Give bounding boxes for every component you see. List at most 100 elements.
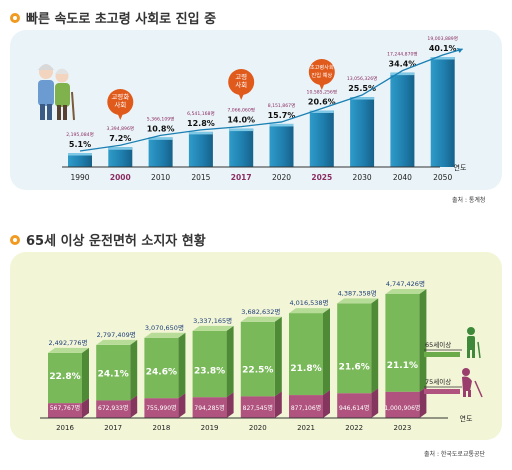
population-label-2030: 13,056,326명: [347, 75, 378, 82]
percent-label-2023: 21.1%: [387, 361, 418, 371]
total-label-2021: 4,016,538명: [289, 298, 328, 307]
bullet-ring-icon: [10, 12, 20, 23]
callout-bubble-2025: [308, 59, 335, 85]
x-tick-2018: 2018: [152, 424, 170, 432]
bar-2010: [148, 137, 173, 167]
bar-65-2018: [144, 337, 179, 399]
bar-top-2021: [289, 308, 330, 314]
x-tick-2030: 2030: [353, 173, 372, 182]
bar-top-1990: [68, 153, 92, 156]
elderly-couple-icon: [38, 64, 75, 121]
total-label-2020: 3,682,632명: [241, 307, 280, 316]
total-label-2018: 3,070,650명: [145, 323, 184, 332]
label-75-2022: 946,614명: [339, 404, 369, 412]
bar-65-2017: [96, 344, 131, 401]
population-label-1990: 2,195,084명: [66, 131, 94, 138]
population-label-2015: 6,541,168명: [187, 110, 215, 117]
x-tick-2019: 2019: [201, 424, 219, 432]
x-tick-2021: 2021: [297, 424, 315, 432]
trend-arrow-icon: [456, 48, 463, 53]
bar-top-2016: [48, 347, 89, 353]
bar-75-2018: [144, 398, 179, 418]
bar-top-2022: [337, 298, 379, 304]
total-label-2017: 2,797,409명: [97, 330, 136, 339]
value-label-2030: 25.5%: [348, 84, 376, 93]
bar-2030: [350, 97, 375, 167]
bar-2025: [309, 110, 334, 167]
total-label-2022: 4,387,358명: [338, 288, 377, 297]
x-tick-2016: 2016: [56, 424, 74, 432]
label-75-2021: 877,106명: [291, 404, 321, 412]
bar-2020: [269, 123, 294, 167]
chart1-svg: 5.1% 2,195,084명 1990 7.2% 3,394,896명 2000 10.8…: [38, 35, 467, 182]
value-label-2050: 40.1%: [429, 44, 457, 53]
x-tick-2050: 2050: [433, 173, 452, 182]
bar-2050: [430, 57, 455, 167]
population-label-2020: 8,151,867명: [268, 102, 296, 109]
bar-top-2015: [188, 131, 213, 135]
value-label-2040: 34.4%: [389, 60, 417, 69]
value-label-2025: 20.6%: [308, 97, 336, 106]
bar-65-2023: [385, 294, 420, 392]
bar-side-65-2018: [178, 332, 186, 399]
bar-side-75-2016: [82, 398, 89, 418]
label-75-2018: 755,990명: [146, 404, 176, 412]
x-tick-2000: 2000: [110, 173, 131, 182]
bar-side-75-2023: [419, 386, 427, 418]
population-label-2010: 5,366,109명: [147, 115, 175, 122]
percent-label-2021: 21.8%: [290, 364, 321, 374]
callout-bubble-2000: [107, 89, 134, 115]
bar-75-2017: [96, 400, 131, 418]
bar-side-65-2022: [371, 298, 379, 394]
bar-2017: [229, 128, 254, 167]
callout-text-2025: 초고령사회: [310, 63, 334, 71]
x-tick-2017: 2017: [231, 173, 252, 182]
bar-side-75-2020: [274, 391, 282, 418]
callout-text-2017: 사회: [235, 80, 247, 89]
bar-top-2019: [192, 325, 234, 331]
bar-2000: [108, 147, 133, 167]
bar-65-2022: [337, 303, 372, 394]
callout-pointer-2000: [117, 113, 124, 120]
bar-1990: [68, 153, 92, 167]
chart2-title-row: 65세 이상 운전면허 소지자 현황: [10, 230, 206, 249]
total-label-2016: 2,492,776명: [48, 338, 87, 347]
bar-top-2030: [350, 97, 375, 100]
bar-top-2040: [390, 72, 415, 76]
callout-text-2025: 진입 예상: [311, 71, 332, 79]
bar-75-2023: [385, 391, 420, 418]
bar-top-2000: [108, 147, 133, 150]
callout-pointer-2017: [238, 93, 245, 100]
callout-bubble-2017: [228, 69, 255, 95]
bar-2015: [188, 131, 213, 167]
bar-top-2010: [148, 137, 173, 140]
bar-top-2020: [269, 123, 294, 127]
bar-top-2017: [96, 339, 138, 345]
bar-75-2022: [337, 393, 372, 418]
legend-label-65: 65세이상: [425, 340, 451, 349]
bar-top-2020: [240, 316, 282, 322]
x-tick-2015: 2015: [191, 173, 210, 182]
x-tick-2017: 2017: [104, 424, 122, 432]
callout-text-2000: 사회: [114, 100, 126, 109]
value-label-2020: 15.7%: [268, 111, 296, 120]
bar-top-2050: [430, 57, 455, 60]
chart1-title-row: 빠른 속도로 초고령 사회로 진입 중: [10, 8, 216, 27]
callout-text-2017: 고령: [235, 73, 247, 81]
x-tick-2020: 2020: [272, 173, 291, 182]
value-label-1990: 5.1%: [69, 140, 91, 149]
population-label-2000: 3,394,896명: [106, 125, 134, 132]
label-75-2020: 827,545명: [243, 404, 273, 412]
label-75-2023: 1,000,906명: [384, 404, 420, 412]
label-75-2016: 567,767명: [50, 404, 80, 412]
bar-side-65-2023: [419, 289, 427, 392]
bar-side-75-2019: [226, 392, 234, 418]
bar-top-2025: [309, 110, 334, 113]
legend-swatch-75: [424, 389, 460, 394]
bar-75-2021: [289, 395, 323, 418]
percent-label-2016: 22.8%: [49, 372, 80, 382]
bar-side-65-2019: [226, 325, 234, 398]
x-tick-2023: 2023: [393, 424, 411, 432]
total-label-2023: 4,747,426명: [386, 279, 425, 288]
bar-side-65-2020: [274, 316, 282, 397]
